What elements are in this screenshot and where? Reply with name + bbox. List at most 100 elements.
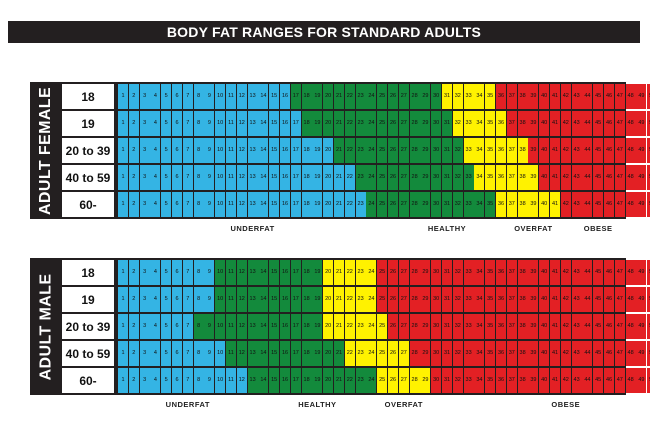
underfat-cell: 5: [161, 368, 172, 393]
underfat-cell: 17: [290, 111, 301, 136]
obese-cell: 48: [625, 192, 636, 217]
obese-cell: 44: [582, 84, 593, 109]
obese-cell: 41: [550, 84, 560, 109]
healthy-cell: 10: [215, 314, 226, 339]
overfat-cell: 24: [366, 341, 377, 366]
underfat-cell: 14: [258, 111, 269, 136]
overfat-cell: 23: [355, 341, 366, 366]
obese-cell: 37: [506, 368, 517, 393]
overfat-cell: 38: [517, 165, 528, 190]
healthy-cell: 31: [442, 192, 452, 217]
obese-cell: 30: [431, 341, 442, 366]
obese-cell: 31: [442, 260, 452, 285]
healthy-cell: 25: [377, 138, 388, 163]
healthy-cell: 15: [269, 368, 280, 393]
healthy-cell: 18: [301, 314, 312, 339]
obese-cell: 39: [528, 84, 539, 109]
obese-cell: 41: [550, 111, 560, 136]
obese-cell: 47: [614, 314, 625, 339]
obese-cell: 43: [571, 84, 582, 109]
underfat-cell: 4: [150, 111, 161, 136]
healthy-cell: 28: [409, 84, 420, 109]
overfat-cell: 35: [485, 84, 496, 109]
obese-cell: 41: [550, 287, 560, 312]
obese-cell: 49: [636, 287, 647, 312]
overfat-cell: 36: [496, 111, 506, 136]
obese-cell: 34: [474, 368, 485, 393]
overfat-cell: 20: [323, 314, 334, 339]
obese-cell: 25: [377, 260, 388, 285]
obese-cell: 27: [398, 287, 409, 312]
healthy-cell: 26: [388, 138, 398, 163]
underfat-cell: 12: [236, 84, 247, 109]
obese-cell: 49: [636, 111, 647, 136]
healthy-cell: 23: [355, 368, 366, 393]
obese-cell: 48: [625, 368, 636, 393]
obese-cell: 35: [485, 260, 496, 285]
obese-cell: 47: [614, 165, 625, 190]
overfat-cell: 28: [409, 368, 420, 393]
age-label: 20 to 39: [62, 314, 114, 339]
obese-cell: 29: [420, 341, 431, 366]
healthy-cell: 16: [280, 260, 290, 285]
obese-cell: 46: [604, 84, 614, 109]
healthy-cell: 14: [258, 287, 269, 312]
healthy-cell: 30: [431, 192, 442, 217]
underfat-cell: 11: [226, 192, 236, 217]
obese-cell: 38: [517, 287, 528, 312]
underfat-cell: 18: [301, 165, 312, 190]
obese-cell: 29: [420, 260, 431, 285]
obese-cell: 35: [485, 368, 496, 393]
healthy-cell: 23: [355, 165, 366, 190]
underfat-cell: 5: [161, 314, 172, 339]
overfat-cell: 37: [506, 165, 517, 190]
overfat-cell: 24: [366, 314, 377, 339]
underfat-cell: 15: [269, 84, 280, 109]
healthy-cell: 28: [409, 165, 420, 190]
overfat-cell: 36: [496, 138, 506, 163]
obese-cell: 30: [431, 314, 442, 339]
obese-cell: 41: [550, 165, 560, 190]
obese-cell: 47: [614, 341, 625, 366]
healthy-cell: 8: [193, 314, 204, 339]
underfat-cell: 6: [172, 138, 182, 163]
healthy-cell: 30: [431, 165, 442, 190]
healthy-cell: 18: [301, 111, 312, 136]
underfat-cell: 3: [139, 165, 150, 190]
obese-cell: 48: [625, 111, 636, 136]
obese-cell: 31: [442, 287, 452, 312]
underfat-cell: 4: [150, 314, 161, 339]
overfat-cell: 36: [496, 192, 506, 217]
healthy-cell: 33: [463, 192, 474, 217]
healthy-cell: 10: [215, 287, 226, 312]
healthy-cell: 12: [236, 314, 247, 339]
healthy-cell: 24: [366, 165, 377, 190]
healthy-cell: 19: [312, 84, 323, 109]
obese-cell: 42: [560, 368, 571, 393]
underfat-cell: 17: [290, 138, 301, 163]
obese-cell: 27: [398, 314, 409, 339]
healthy-cell: 22: [344, 368, 355, 393]
healthy-cell: 27: [398, 111, 409, 136]
obese-cell: 32: [452, 260, 463, 285]
healthy-cell: 25: [377, 165, 388, 190]
obese-cell: 39: [528, 314, 539, 339]
underfat-cell: 19: [312, 138, 323, 163]
underfat-cell: 3: [139, 260, 150, 285]
overfat-cell: 26: [388, 368, 398, 393]
obese-cell: 33: [463, 287, 474, 312]
female-group-label: ADULT FEMALE: [37, 86, 55, 215]
healthy-cell: 35: [485, 192, 496, 217]
underfat-cell: 12: [236, 138, 247, 163]
obese-cell: 40: [539, 260, 550, 285]
overfat-cell: 24: [366, 260, 377, 285]
obese-cell: 32: [452, 341, 463, 366]
overfat-cell: 34: [474, 111, 485, 136]
obese-cell: 37: [506, 260, 517, 285]
underfat-cell: 16: [280, 84, 290, 109]
healthy-cell: 16: [280, 341, 290, 366]
underfat-cell: 2: [128, 314, 139, 339]
underfat-cell: 16: [280, 192, 290, 217]
age-label: 20 to 39: [62, 138, 114, 163]
obese-cell: 44: [582, 368, 593, 393]
